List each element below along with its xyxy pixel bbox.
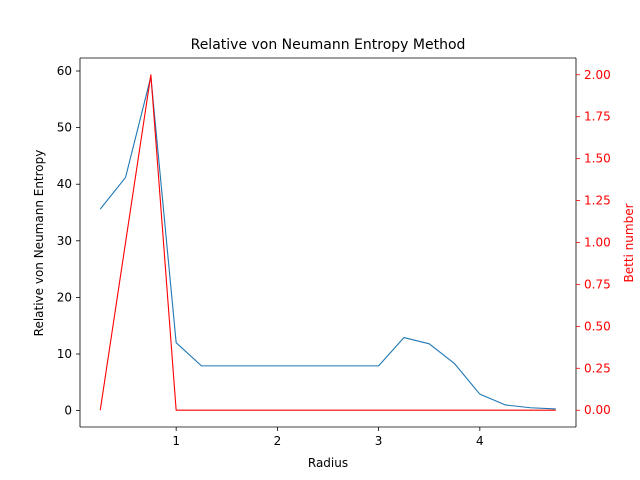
x-axis-label: Radius xyxy=(308,456,348,470)
x-tick-label: 3 xyxy=(375,434,383,448)
x-tick-label: 1 xyxy=(172,434,180,448)
y-tick-label-left: 60 xyxy=(57,64,72,78)
series-line-entropy xyxy=(99,76,556,410)
series-line-betti-number xyxy=(99,74,556,411)
y-tick-label-right: 1.25 xyxy=(584,194,611,208)
y-tick-label-left: 10 xyxy=(57,347,72,361)
chart-title: Relative von Neumann Entropy Method xyxy=(191,37,466,53)
y-tick-label-right: 1.50 xyxy=(584,152,611,166)
y-axis-label-left: Relative von Neumann Entropy xyxy=(32,150,46,337)
y-tick-label-left: 20 xyxy=(57,290,72,304)
y-tick-label-left: 0 xyxy=(64,404,72,418)
x-tick-label: 4 xyxy=(476,434,484,448)
y-tick-label-right: 1.75 xyxy=(584,110,611,124)
x-tick-label: 2 xyxy=(274,434,282,448)
ticks: 1 2 3 401020304050600.000.250.500.751.001.2… xyxy=(57,64,611,448)
y-tick-label-right: 0.75 xyxy=(584,277,611,291)
plot-lines xyxy=(99,74,556,411)
y-tick-label-right: 2.00 xyxy=(584,68,611,82)
y-tick-label-right: 0.50 xyxy=(584,319,611,333)
y-tick-label-left: 40 xyxy=(57,177,72,191)
y-tick-label-right: 0.00 xyxy=(584,403,611,417)
y-tick-label-right: 0.25 xyxy=(584,361,611,375)
y-tick-label-left: 50 xyxy=(57,121,72,135)
axes xyxy=(79,57,577,428)
y-axis-label-right: Betti number xyxy=(622,203,636,282)
y-tick-label-left: 30 xyxy=(57,234,72,248)
y-tick-label-right: 1.00 xyxy=(584,236,611,250)
